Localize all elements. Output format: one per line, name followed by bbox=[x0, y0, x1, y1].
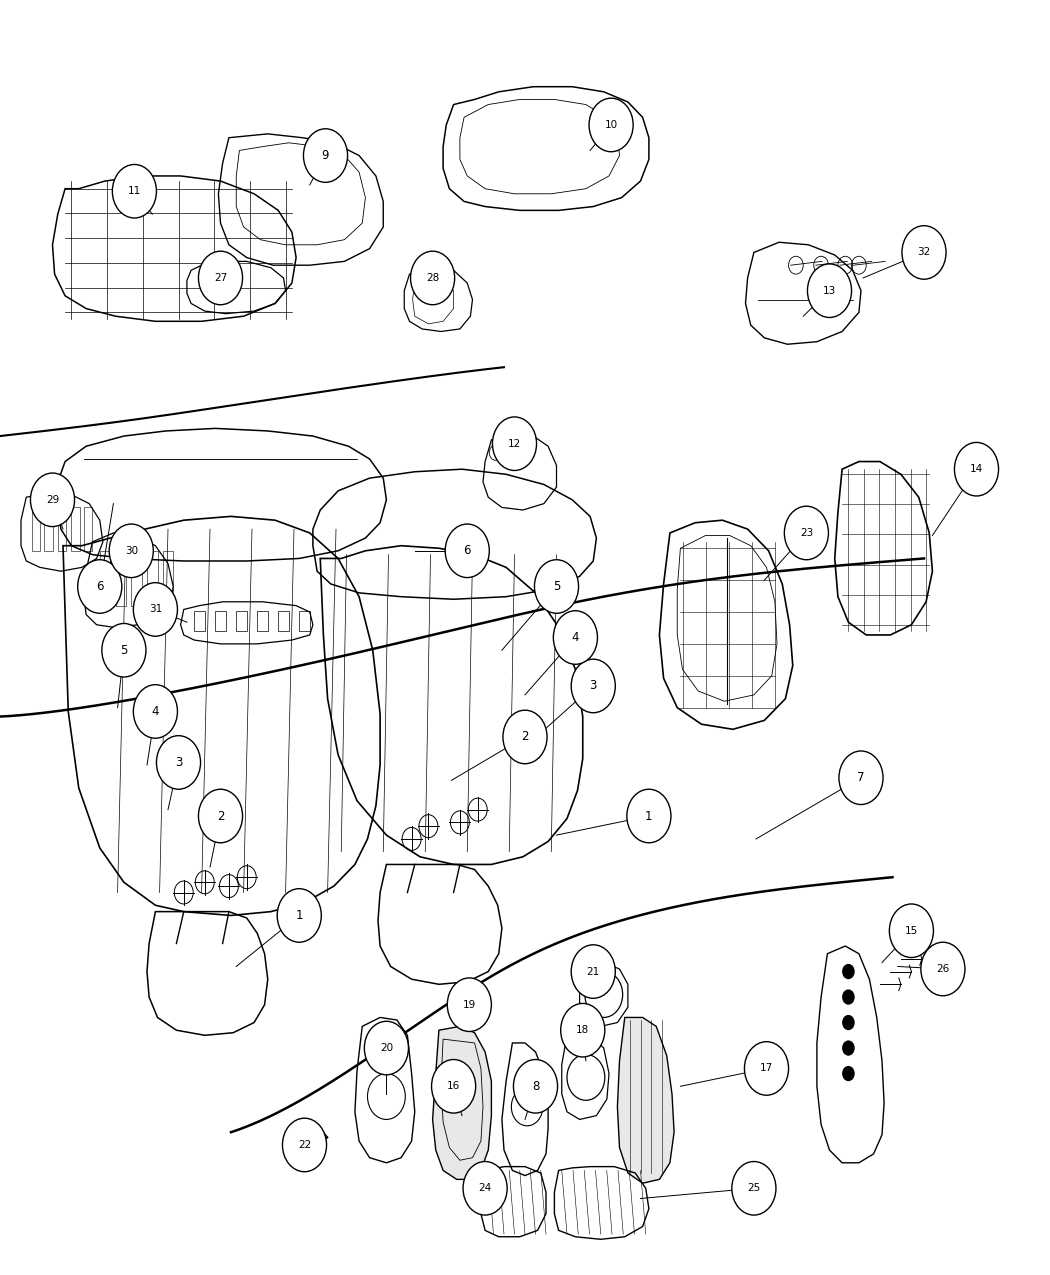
Circle shape bbox=[277, 889, 321, 942]
Circle shape bbox=[732, 1162, 776, 1215]
Circle shape bbox=[807, 264, 852, 317]
Text: 1: 1 bbox=[645, 810, 653, 822]
Text: 16: 16 bbox=[447, 1081, 460, 1091]
Polygon shape bbox=[433, 1026, 491, 1179]
Circle shape bbox=[589, 98, 633, 152]
Circle shape bbox=[492, 417, 537, 470]
Text: 20: 20 bbox=[380, 1043, 393, 1053]
Text: 4: 4 bbox=[571, 631, 580, 644]
Text: 23: 23 bbox=[800, 528, 813, 538]
Text: 5: 5 bbox=[120, 644, 128, 657]
Text: 7: 7 bbox=[857, 771, 865, 784]
Text: 3: 3 bbox=[589, 680, 597, 692]
Circle shape bbox=[921, 942, 965, 996]
Circle shape bbox=[534, 560, 579, 613]
Circle shape bbox=[445, 524, 489, 578]
Circle shape bbox=[133, 685, 177, 738]
Text: 4: 4 bbox=[151, 705, 160, 718]
Text: 2: 2 bbox=[216, 810, 225, 822]
Circle shape bbox=[842, 964, 855, 979]
Circle shape bbox=[503, 710, 547, 764]
Text: 18: 18 bbox=[576, 1025, 589, 1035]
Text: 32: 32 bbox=[918, 247, 930, 258]
Text: 8: 8 bbox=[531, 1080, 540, 1093]
Circle shape bbox=[198, 789, 243, 843]
Circle shape bbox=[282, 1118, 327, 1172]
Circle shape bbox=[78, 560, 122, 613]
Circle shape bbox=[364, 1021, 408, 1075]
Text: 24: 24 bbox=[479, 1183, 491, 1193]
Circle shape bbox=[133, 583, 177, 636]
Text: 9: 9 bbox=[321, 149, 330, 162]
Circle shape bbox=[889, 904, 933, 958]
Circle shape bbox=[627, 789, 671, 843]
Text: 21: 21 bbox=[587, 966, 600, 977]
Circle shape bbox=[102, 623, 146, 677]
Circle shape bbox=[411, 251, 455, 305]
Circle shape bbox=[303, 129, 348, 182]
Circle shape bbox=[571, 945, 615, 998]
Text: 14: 14 bbox=[970, 464, 983, 474]
Polygon shape bbox=[617, 1017, 674, 1183]
Circle shape bbox=[839, 751, 883, 805]
Circle shape bbox=[432, 1060, 476, 1113]
Circle shape bbox=[513, 1060, 558, 1113]
Circle shape bbox=[954, 442, 999, 496]
Text: 30: 30 bbox=[125, 546, 138, 556]
Circle shape bbox=[109, 524, 153, 578]
Text: 26: 26 bbox=[937, 964, 949, 974]
Text: 28: 28 bbox=[426, 273, 439, 283]
Text: 6: 6 bbox=[463, 544, 471, 557]
Text: 29: 29 bbox=[46, 495, 59, 505]
Circle shape bbox=[902, 226, 946, 279]
Circle shape bbox=[842, 1066, 855, 1081]
Text: 25: 25 bbox=[748, 1183, 760, 1193]
Text: 1: 1 bbox=[295, 909, 303, 922]
Circle shape bbox=[198, 251, 243, 305]
Circle shape bbox=[842, 1040, 855, 1056]
Circle shape bbox=[112, 164, 156, 218]
Circle shape bbox=[156, 736, 201, 789]
Circle shape bbox=[447, 978, 491, 1031]
Text: 3: 3 bbox=[174, 756, 183, 769]
Text: 10: 10 bbox=[605, 120, 617, 130]
Text: 13: 13 bbox=[823, 286, 836, 296]
Circle shape bbox=[463, 1162, 507, 1215]
Text: 6: 6 bbox=[96, 580, 104, 593]
Circle shape bbox=[842, 989, 855, 1005]
Circle shape bbox=[784, 506, 828, 560]
Text: 17: 17 bbox=[760, 1063, 773, 1074]
Text: 27: 27 bbox=[214, 273, 227, 283]
Circle shape bbox=[30, 473, 75, 527]
Text: 19: 19 bbox=[463, 1000, 476, 1010]
Circle shape bbox=[553, 611, 597, 664]
Text: 12: 12 bbox=[508, 439, 521, 449]
Text: 5: 5 bbox=[552, 580, 561, 593]
Text: 15: 15 bbox=[905, 926, 918, 936]
Text: 22: 22 bbox=[298, 1140, 311, 1150]
Text: 2: 2 bbox=[521, 731, 529, 743]
Text: 11: 11 bbox=[128, 186, 141, 196]
Text: 31: 31 bbox=[149, 604, 162, 615]
Circle shape bbox=[561, 1003, 605, 1057]
Circle shape bbox=[571, 659, 615, 713]
Circle shape bbox=[744, 1042, 789, 1095]
Circle shape bbox=[842, 1015, 855, 1030]
